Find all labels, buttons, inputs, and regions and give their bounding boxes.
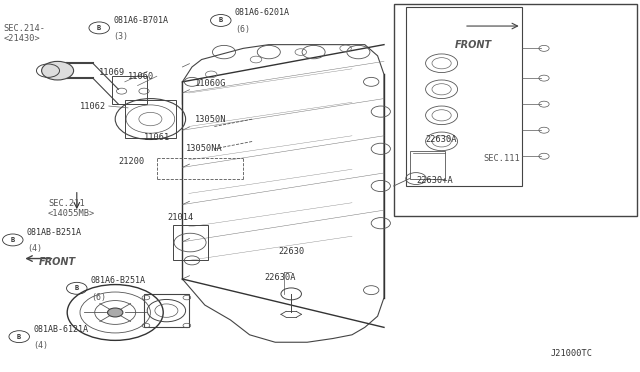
Text: 11069: 11069 xyxy=(99,68,125,77)
Text: 22630A: 22630A xyxy=(264,273,296,282)
Bar xyxy=(144,294,189,327)
Text: 11060: 11060 xyxy=(128,72,154,81)
Text: 11062: 11062 xyxy=(80,102,106,110)
Text: 22630+A: 22630+A xyxy=(416,176,452,185)
Text: 081AB-B251A: 081AB-B251A xyxy=(27,228,82,237)
Text: B: B xyxy=(75,285,79,291)
Bar xyxy=(173,225,208,260)
Text: B: B xyxy=(11,237,15,243)
Bar xyxy=(406,7,522,186)
Text: 11060G: 11060G xyxy=(195,79,227,88)
Text: 13050N: 13050N xyxy=(195,115,227,124)
Bar xyxy=(394,4,637,216)
Text: 081A6-B251A: 081A6-B251A xyxy=(91,276,146,285)
Bar xyxy=(125,100,176,138)
Text: (6): (6) xyxy=(235,25,250,34)
Text: (6): (6) xyxy=(91,293,106,302)
Text: 21200: 21200 xyxy=(118,157,145,166)
Text: 21014: 21014 xyxy=(168,213,194,222)
Text: FRONT: FRONT xyxy=(38,257,76,267)
Text: SEC.214-
<21430>: SEC.214- <21430> xyxy=(3,24,45,43)
Text: SEC.111: SEC.111 xyxy=(483,154,520,163)
Text: 081A6-6201A: 081A6-6201A xyxy=(235,9,290,17)
Text: B: B xyxy=(97,25,101,31)
Text: 22630: 22630 xyxy=(278,247,305,256)
Circle shape xyxy=(42,61,74,80)
Text: SEC.211
<14055MB>: SEC.211 <14055MB> xyxy=(48,199,95,218)
Text: 13050NA: 13050NA xyxy=(186,144,222,153)
Text: B: B xyxy=(219,17,223,23)
Text: (4): (4) xyxy=(27,244,42,253)
Circle shape xyxy=(108,308,123,317)
Text: FRONT: FRONT xyxy=(454,40,492,49)
Text: 22630A: 22630A xyxy=(426,135,457,144)
Bar xyxy=(112,76,147,104)
Text: (4): (4) xyxy=(33,341,48,350)
Bar xyxy=(410,151,445,179)
Text: 081A6-B701A: 081A6-B701A xyxy=(113,16,168,25)
Text: 081AB-6121A: 081AB-6121A xyxy=(33,325,88,334)
Text: (3): (3) xyxy=(113,32,128,41)
Text: B: B xyxy=(17,334,21,340)
Text: 11061: 11061 xyxy=(144,133,170,142)
Text: J21000TC: J21000TC xyxy=(550,349,593,358)
